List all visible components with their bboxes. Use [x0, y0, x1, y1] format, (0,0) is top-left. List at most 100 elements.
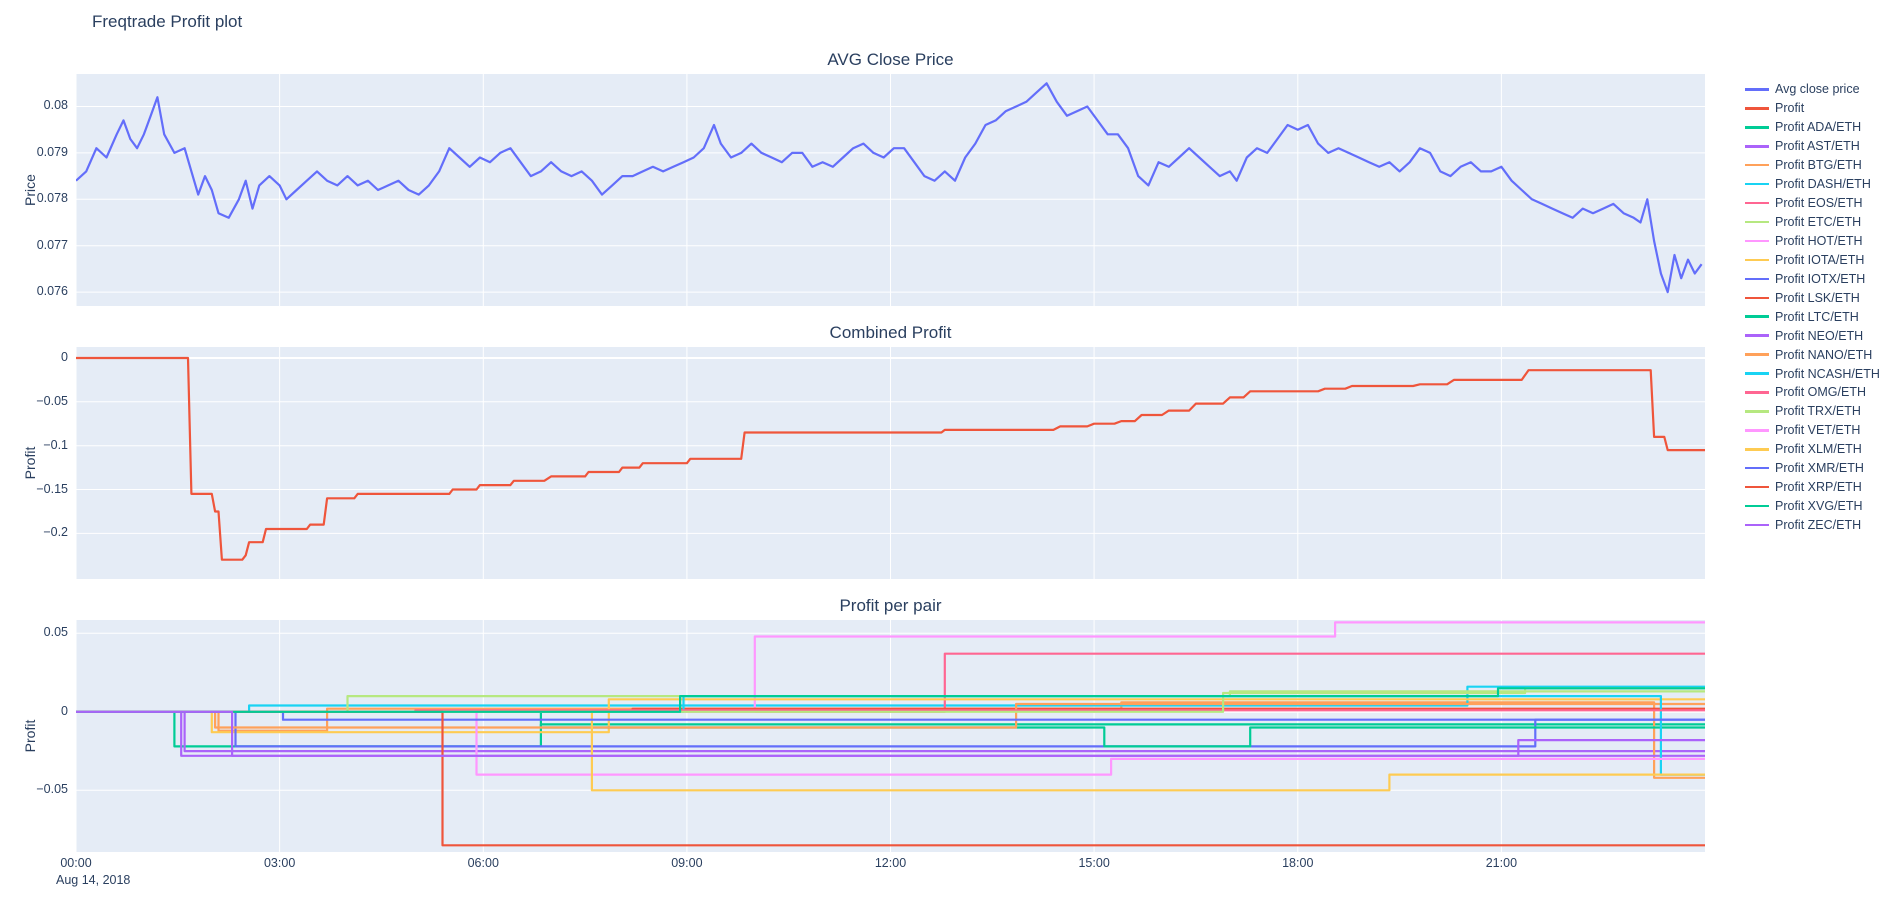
legend-label: Profit OMG/ETH: [1775, 385, 1866, 400]
legend-label: Profit NANO/ETH: [1775, 347, 1873, 362]
legend-label: Profit ZEC/ETH: [1775, 518, 1862, 533]
chart-title-avg-close-price: AVG Close Price: [827, 50, 954, 69]
y-tick-label: −0.05: [36, 782, 68, 797]
legend-line-swatch: [1745, 391, 1769, 394]
x-tick-label: 21:00: [1485, 856, 1518, 870]
legend-line-swatch: [1745, 448, 1769, 451]
legend-line-swatch: [1745, 239, 1769, 243]
y-tick-label: 0.078: [36, 191, 68, 206]
legend-line-swatch: [1745, 315, 1769, 318]
y-axis-label-profit-pairs: Profit: [22, 719, 38, 753]
legend-line-swatch: [1745, 258, 1769, 262]
legend-label: Profit XMR/ETH: [1775, 461, 1864, 476]
legend-line-swatch: [1745, 201, 1769, 205]
x-tick-label: 00:00: [60, 856, 92, 870]
legend-line-swatch: [1745, 220, 1769, 224]
legend-label: Profit ETC/ETH: [1775, 215, 1862, 230]
x-tick-label: 06:00: [467, 856, 499, 870]
legend-line-swatch: [1745, 107, 1769, 110]
legend-line-swatch: [1745, 277, 1769, 281]
legend: Avg close price Profit Profit ADA/ETH Profi…: [1745, 80, 1880, 535]
legend-item[interactable]: Profit ETC/ETH: [1745, 213, 1880, 232]
legend-item[interactable]: Profit LSK/ETH: [1745, 288, 1880, 307]
legend-item[interactable]: Profit AST/ETH: [1745, 137, 1880, 156]
legend-item[interactable]: Profit TRX/ETH: [1745, 402, 1880, 421]
legend-item[interactable]: Profit XMR/ETH: [1745, 459, 1880, 478]
y-tick-label: −0.1: [43, 437, 68, 452]
legend-label: Profit LSK/ETH: [1775, 290, 1860, 305]
legend-label: Profit IOTX/ETH: [1775, 271, 1866, 286]
legend-item[interactable]: Profit: [1745, 99, 1880, 118]
x-tick-label: 18:00: [1282, 856, 1314, 870]
y-tick-label: −0.2: [43, 525, 68, 540]
legend-label: Profit XVG/ETH: [1775, 499, 1863, 514]
legend-line-swatch: [1745, 523, 1769, 527]
x-tick-label: 09:00: [671, 856, 703, 870]
page-title: Freqtrade Profit plot: [92, 12, 243, 31]
y-tick-label: 0.077: [36, 237, 68, 252]
y-tick-label: 0.076: [36, 284, 68, 299]
legend-line-swatch: [1745, 353, 1769, 356]
legend-item[interactable]: Profit LTC/ETH: [1745, 307, 1880, 326]
legend-label: Profit BTG/ETH: [1775, 158, 1862, 173]
legend-line-swatch: [1745, 296, 1769, 300]
legend-item[interactable]: Profit EOS/ETH: [1745, 194, 1880, 213]
legend-line-swatch: [1745, 466, 1769, 470]
legend-item[interactable]: Profit IOTA/ETH: [1745, 250, 1880, 269]
legend-line-swatch: [1745, 429, 1769, 432]
legend-line-swatch: [1745, 372, 1769, 375]
legend-label: Profit AST/ETH: [1775, 139, 1860, 154]
avg-close-price-plot-area[interactable]: [76, 74, 1705, 306]
y-tick-label: −0.15: [36, 481, 68, 496]
legend-label: Profit ADA/ETH: [1775, 120, 1862, 135]
legend-item[interactable]: Avg close price: [1745, 80, 1880, 99]
legend-item[interactable]: Profit XRP/ETH: [1745, 478, 1880, 497]
legend-item[interactable]: Profit ADA/ETH: [1745, 118, 1880, 137]
legend-item[interactable]: Profit ZEC/ETH: [1745, 516, 1880, 535]
legend-label: Profit EOS/ETH: [1775, 196, 1863, 211]
x-tick-label: 12:00: [874, 856, 907, 870]
legend-item[interactable]: Profit NEO/ETH: [1745, 326, 1880, 345]
profit-per-pair-plot-area[interactable]: [76, 620, 1705, 852]
y-tick-label: 0.05: [43, 625, 68, 640]
legend-label: Profit DASH/ETH: [1775, 177, 1871, 192]
legend-label: Profit XLM/ETH: [1775, 442, 1862, 457]
legend-item[interactable]: Profit OMG/ETH: [1745, 383, 1880, 402]
y-tick-label: 0.079: [36, 144, 68, 159]
legend-line-swatch: [1745, 504, 1769, 508]
legend-label: Profit XRP/ETH: [1775, 480, 1862, 495]
legend-item[interactable]: Profit BTG/ETH: [1745, 156, 1880, 175]
legend-line-swatch: [1745, 485, 1769, 489]
legend-label: Profit NCASH/ETH: [1775, 366, 1880, 381]
legend-line-swatch: [1745, 334, 1769, 337]
legend-line-swatch: [1745, 126, 1769, 129]
x-tick-label: 15:00: [1078, 856, 1110, 870]
legend-label: Profit IOTA/ETH: [1775, 252, 1865, 267]
legend-item[interactable]: Profit HOT/ETH: [1745, 232, 1880, 251]
legend-label: Profit LTC/ETH: [1775, 309, 1859, 324]
y-tick-label: 0: [61, 349, 68, 364]
chart-title-combined-profit: Combined Profit: [829, 323, 952, 342]
legend-item[interactable]: Profit VET/ETH: [1745, 421, 1880, 440]
x-axis-date-label: Aug 14, 2018: [56, 873, 131, 887]
legend-line-swatch: [1745, 88, 1769, 91]
legend-item[interactable]: Profit XLM/ETH: [1745, 440, 1880, 459]
legend-item[interactable]: Profit NANO/ETH: [1745, 345, 1880, 364]
y-tick-label: 0: [61, 703, 68, 718]
legend-label: Profit NEO/ETH: [1775, 328, 1864, 343]
combined-profit-plot-area[interactable]: [76, 347, 1705, 579]
legend-line-swatch: [1745, 410, 1769, 413]
legend-label: Avg close price: [1775, 82, 1860, 97]
legend-item[interactable]: Profit DASH/ETH: [1745, 175, 1880, 194]
legend-label: Profit: [1775, 101, 1805, 116]
legend-label: Profit VET/ETH: [1775, 423, 1861, 438]
y-tick-label: −0.05: [36, 393, 68, 408]
legend-item[interactable]: Profit IOTX/ETH: [1745, 269, 1880, 288]
legend-item[interactable]: Profit XVG/ETH: [1745, 497, 1880, 516]
legend-line-swatch: [1745, 182, 1769, 186]
legend-item[interactable]: Profit NCASH/ETH: [1745, 364, 1880, 383]
legend-label: Profit HOT/ETH: [1775, 233, 1863, 248]
x-tick-label: 03:00: [263, 856, 296, 870]
legend-line-swatch: [1745, 145, 1769, 148]
